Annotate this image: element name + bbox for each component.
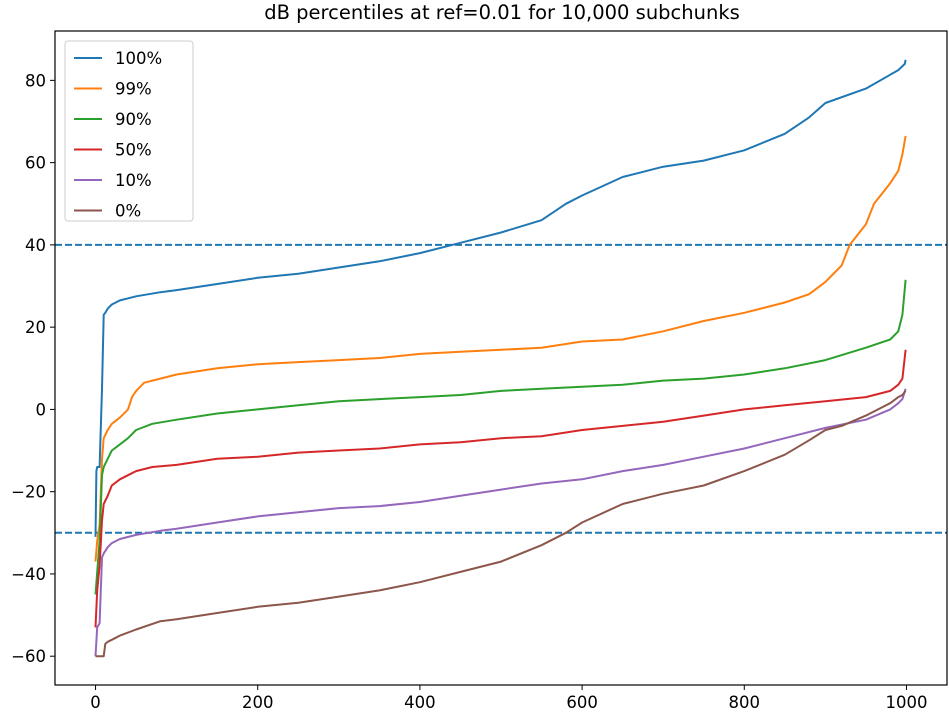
- y-tick-label: 0: [36, 400, 47, 419]
- y-tick-label: 80: [25, 71, 46, 90]
- y-tick-label: 40: [25, 236, 46, 255]
- x-tick-label: 1000: [885, 693, 927, 712]
- series-lines: [94, 59, 907, 658]
- legend-box: [64, 40, 194, 222]
- y-tick-label: −40: [11, 565, 46, 584]
- plot-area-border: [54, 30, 948, 686]
- series-line-90pct: [94, 279, 907, 595]
- y-axis-ticks: −60 −40 −20 0 20 40 60 80: [11, 71, 55, 666]
- series-line-100pct: [94, 59, 907, 537]
- y-tick-label: 20: [25, 318, 46, 337]
- x-tick-label: 400: [404, 693, 436, 712]
- legend-label: 99%: [115, 80, 152, 99]
- legend-label: 100%: [115, 49, 162, 68]
- legend: 100% 99% 90% 50% 10% 0%: [64, 40, 194, 222]
- x-tick-label: 800: [729, 693, 761, 712]
- y-tick-label: −60: [11, 647, 46, 666]
- y-tick-label: 60: [25, 154, 46, 173]
- legend-label: 50%: [115, 141, 152, 160]
- x-axis-ticks: 0 200 400 600 800 1000: [90, 685, 927, 712]
- legend-label: 0%: [115, 202, 141, 221]
- legend-label: 10%: [115, 171, 152, 190]
- x-tick-label: 0: [90, 693, 101, 712]
- axes-frame: [54, 30, 948, 686]
- chart-title: dB percentiles at ref=0.01 for 10,000 su…: [264, 1, 740, 24]
- reference-lines: [55, 243, 947, 534]
- series-line-10pct: [94, 388, 907, 657]
- legend-label: 90%: [115, 110, 152, 129]
- x-tick-label: 200: [242, 693, 274, 712]
- series-line-99pct: [94, 135, 907, 562]
- series-line-0pct: [95, 390, 907, 658]
- x-tick-label: 600: [566, 693, 598, 712]
- y-tick-label: −20: [11, 483, 46, 502]
- series-line-50pct: [94, 349, 907, 628]
